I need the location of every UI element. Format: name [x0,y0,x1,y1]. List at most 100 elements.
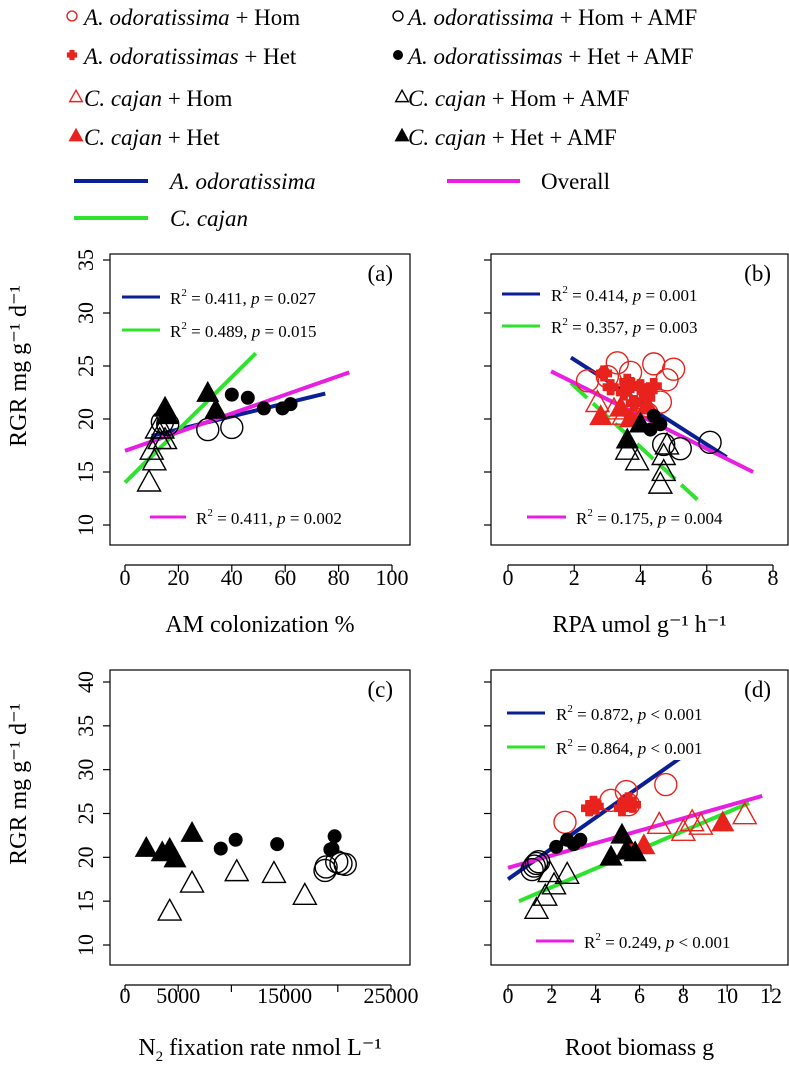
data-point [615,427,639,449]
data-point [642,352,666,376]
data-point [554,861,580,884]
data-point [213,841,228,856]
legend-entry-label: A. odoratissimas + Het [82,44,297,69]
legend-entry-label: C. cajan + Het + AMF [408,125,617,150]
data-point [549,839,564,854]
data-point [711,810,735,832]
stat-label: R2 = 0.175, p = 0.004 [576,507,723,528]
data-point [610,822,634,844]
panel-tag: (b) [744,261,771,286]
plot-frame [490,669,789,966]
legend: A. odoratissima + Hom A. odoratissima + H… [66,5,697,231]
x-tick-label: 0 [120,983,131,1008]
x-tick-label: 2 [546,983,557,1008]
data-point [698,430,722,455]
legend-line-label: A. odoratissima [168,169,316,194]
data-point [333,852,357,877]
data-point [179,869,205,893]
data-point [575,369,600,393]
legend-marker [68,88,84,103]
legend-line-label: Overall [541,169,610,194]
panel-a: 10 15 20 25 30 35 0 20 40 60 80 100 AM colonization … [6,249,411,638]
x-tick-label: 0 [503,983,514,1008]
x-tick-label: 12 [760,983,782,1008]
y-tick-label: 15 [73,890,98,912]
x-tick-label: 8 [768,565,779,590]
data-point [623,840,647,862]
data-point [532,882,558,906]
data-point [325,850,349,874]
data-point [599,844,623,866]
x-tick-label: 2 [569,565,580,590]
legend-entry-label: C. cajan + Hom + AMF [408,86,629,111]
stat-label: R2 = 0.357, p = 0.003 [551,316,698,337]
data-point [240,390,255,405]
x-tick-label: 100 [376,565,409,590]
data-point [614,436,640,460]
data-point [624,796,642,813]
data-point [602,379,619,396]
plot-frame [490,253,789,546]
stat-label: R2 = 0.414, p = 0.001 [551,284,698,305]
x-tick-label: 4 [590,983,601,1008]
x-tick-label: 6 [701,565,712,590]
data-point [292,882,318,906]
y-axis-label: RGR mg g⁻¹ d⁻¹ [6,703,32,865]
data-point [163,846,187,868]
x-tick-label: 0 [120,565,131,590]
stat-label: R2 = 0.411, p = 0.002 [196,507,342,528]
legend-entry-label: A. odoratissima + Hom + AMF [406,5,697,30]
legend-marker [66,49,78,61]
data-point [156,403,180,425]
x-axis-label: Root biomass g [565,1035,714,1061]
stat-label: R2 = 0.249, p < 0.001 [584,931,731,952]
data-point [651,432,676,457]
y-tick-label: 20 [73,408,98,430]
y-tick-label: 40 [73,671,98,693]
x-tick-label: 20 [167,565,189,590]
data-point [523,896,550,920]
data-point [622,376,639,394]
plot-frame [109,253,411,546]
stat-label: R2 = 0.489, p = 0.015 [170,320,317,341]
data-point [654,772,678,797]
data-point [647,470,674,494]
data-point [149,415,176,439]
data-point [688,811,714,835]
x-tick-label: 60 [274,565,296,590]
data-point [609,395,633,417]
y-axis-label: RGR mg g⁻¹ d⁻¹ [6,285,32,447]
x-tick-label: 40 [221,565,243,590]
data-point [220,415,244,440]
data-point [256,401,271,416]
data-point [646,811,672,834]
data-point [573,832,588,847]
data-point [204,397,228,419]
fit-line [123,351,258,485]
data-point [522,854,546,878]
y-tick-label: 10 [73,514,98,536]
fit-line [569,381,715,516]
x-tick-label: 8 [678,983,689,1008]
x-tick-label: 6 [634,983,645,1008]
legend-line-label: C. cajan [170,206,248,231]
panel-tag: (a) [367,261,393,286]
data-point [228,832,243,847]
legend-marker [392,10,404,22]
data-point [732,801,758,825]
x-tick-label: 4 [635,565,646,590]
data-point [653,417,668,432]
x-tick-label: 25000 [364,983,419,1008]
legend-entry-label: A. odoratissima + Hom [82,5,300,30]
legend-marker [393,50,403,60]
y-tick-label: 20 [73,846,98,868]
stat-label: R2 = 0.411, p = 0.027 [170,287,316,308]
panel-c: 10 15 20 25 30 35 40 0 5000 15000 25000 N2 fixation… [6,669,419,1065]
y-tick-label: 30 [73,759,98,781]
x-tick-label: 10 [716,983,738,1008]
data-point [651,458,677,482]
data-point [624,447,650,471]
y-tick-label: 25 [73,355,98,377]
